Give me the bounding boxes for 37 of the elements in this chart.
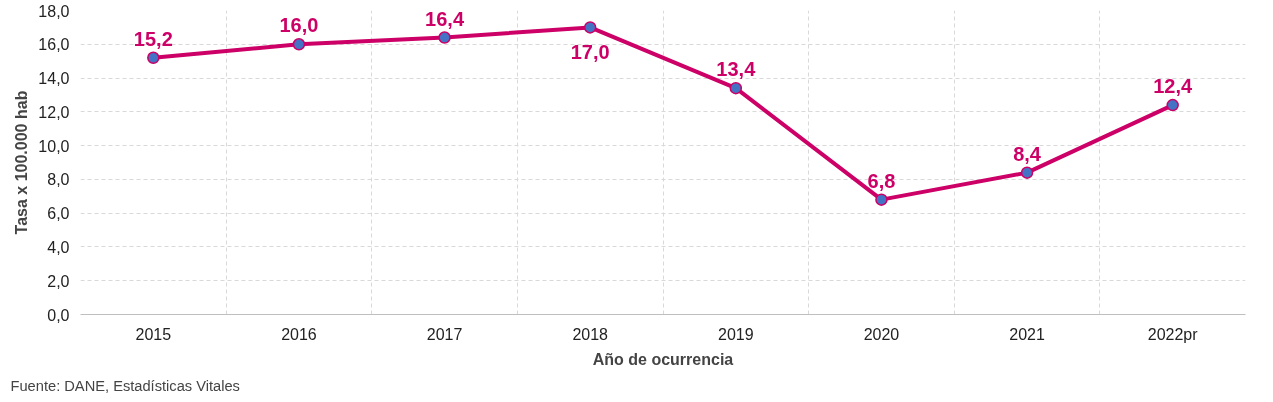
text: 13,4 [716,58,756,81]
y-tick-label: 8,0 [47,171,70,189]
text: 8,4 [1013,142,1041,165]
y-tick-label: 4,0 [47,238,70,256]
x-tick-label: 2018 [572,325,609,343]
x-tick-label: 2020 [863,325,900,343]
point [1166,98,1179,112]
x-axis-title: Año de ocurrencia [592,350,734,368]
source-note: Fuente: DANE, Estadísticas Vitales [10,377,240,394]
text: 17,0 [570,41,610,64]
point [438,31,451,44]
point [583,21,597,34]
x-tick-label: 2016 [281,325,317,343]
x-tick-label: 2015 [135,325,172,343]
point [292,38,306,51]
text: 16,0 [279,14,319,37]
point [147,51,160,65]
y-tick-label: 12,0 [38,103,70,121]
y-tick-label: 0,0 [47,306,70,324]
x-tick-label: 2019 [718,325,754,343]
text: 12,4 [1153,75,1193,98]
x-tick-label: 2021 [1009,325,1045,343]
y-tick-label: 10,0 [38,137,70,155]
text: 16,4 [425,7,465,30]
y-tick-label: 2,0 [47,272,70,290]
y-tick-label: 6,0 [47,205,70,223]
point [729,81,743,95]
y-tick-label: 14,0 [38,70,70,88]
point [875,193,888,206]
y-axis-title: Tasa x 100.000 hab [13,90,31,235]
text: 6,8 [867,169,896,192]
x-tick-label: 2017 [426,325,463,343]
text: 15,2 [133,27,173,50]
y-tick-label: 18,0 [38,2,70,20]
x-tick-label: 2022pr [1147,325,1199,343]
point [1020,166,1034,179]
y-tick-label: 16,0 [38,36,70,54]
